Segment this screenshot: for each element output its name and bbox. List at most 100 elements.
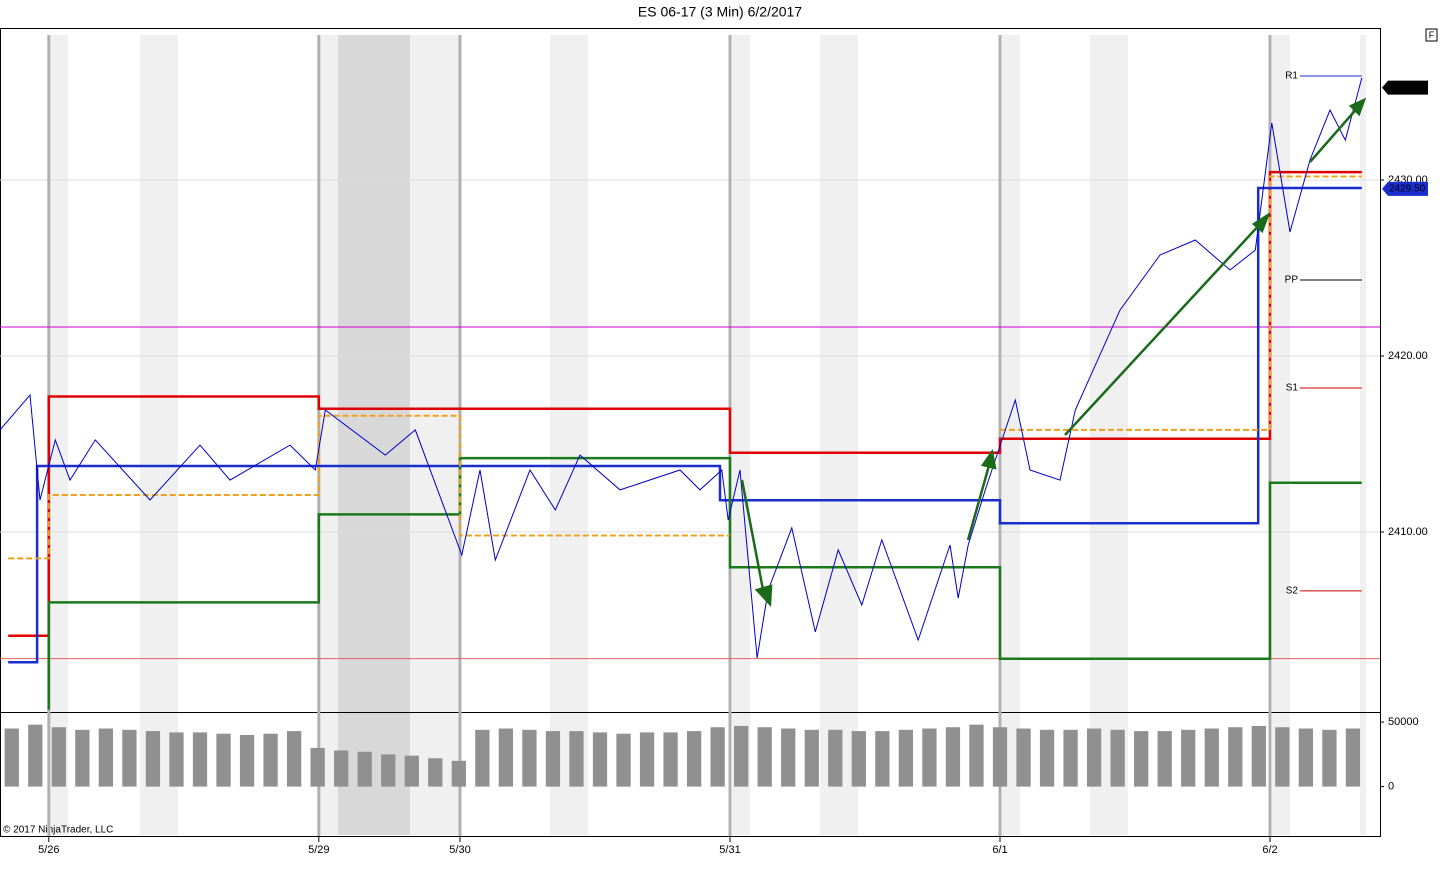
- volume-bar: [169, 732, 184, 787]
- volume-bar: [1134, 731, 1149, 787]
- shade: [1272, 35, 1290, 835]
- volume-bar: [804, 729, 819, 787]
- volume-bar: [545, 731, 561, 787]
- price-tag-label: 2429.50: [1389, 183, 1426, 194]
- volume-bar: [1063, 729, 1078, 787]
- volume-bar: [969, 724, 984, 787]
- volume-bar: [239, 734, 255, 787]
- volume-bar: [639, 732, 655, 787]
- copyright: © 2017 NinjaTrader, LLC: [3, 825, 113, 836]
- x-tick-label: 5/29: [308, 844, 329, 856]
- series-line: [47, 456, 1362, 710]
- volume-bar: [616, 733, 631, 787]
- chart-title: ES 06-17 (3 Min) 6/2/2017: [638, 4, 802, 20]
- y-tick-label: 2410.00: [1388, 526, 1428, 538]
- arrowhead: [980, 448, 997, 470]
- volume-bar: [898, 729, 914, 787]
- volume-bar: [851, 731, 866, 787]
- x-tick-label: 6/1: [992, 844, 1007, 856]
- volume-bar: [1157, 731, 1172, 787]
- arrowhead: [1348, 97, 1367, 117]
- volume-bar: [1110, 729, 1125, 787]
- shade: [550, 35, 588, 835]
- volume-bar: [310, 747, 325, 787]
- shade: [410, 35, 460, 835]
- volume-bar: [992, 727, 1008, 787]
- volume-bar: [1181, 729, 1196, 787]
- volume-bar: [286, 731, 302, 787]
- volume-bar: [663, 732, 678, 787]
- volume-bar: [381, 754, 396, 787]
- corner-label: F: [1429, 30, 1435, 40]
- volume-bar: [498, 728, 514, 787]
- volume-bar: [710, 727, 725, 787]
- volume-panel: [0, 712, 1381, 837]
- volume-bar: [1322, 729, 1337, 787]
- shade: [820, 35, 858, 835]
- arrow: [966, 461, 992, 541]
- shade: [732, 35, 750, 835]
- volume-bar: [522, 729, 537, 787]
- session-shading: [50, 35, 1366, 835]
- price-tag: [1382, 80, 1428, 95]
- shade: [1360, 35, 1366, 835]
- volume-bar: [686, 731, 702, 787]
- volume-bar: [569, 731, 584, 787]
- volume-bar: [122, 729, 137, 787]
- volume-bar: [828, 729, 843, 787]
- shade: [140, 35, 178, 835]
- volume-bar: [216, 733, 231, 787]
- volume-bar: [1204, 728, 1219, 787]
- x-tick-label: 5/30: [449, 844, 470, 856]
- shade: [320, 35, 338, 835]
- volume-bar: [1039, 729, 1055, 787]
- shade: [1002, 35, 1020, 835]
- volume-bar: [922, 728, 937, 787]
- volume-bar: [592, 732, 608, 787]
- volume-bar: [98, 728, 114, 787]
- x-tick-label: 6/2: [1262, 844, 1277, 856]
- volume-bar: [75, 729, 90, 787]
- price-tag: [1382, 181, 1428, 196]
- volume-bar: [51, 727, 66, 787]
- arrow: [1064, 221, 1263, 436]
- arrow: [740, 479, 766, 596]
- x-tick-label: 5/31: [719, 844, 740, 856]
- volume-bar: [451, 760, 466, 787]
- pivot-label: S2: [1286, 586, 1299, 597]
- arrow: [1309, 104, 1361, 163]
- pivot-label: PP: [1285, 275, 1299, 286]
- pivot-label: S1: [1286, 383, 1299, 394]
- volume-bar: [1345, 728, 1361, 787]
- series-line: [8, 170, 1362, 638]
- volume-bar: [1298, 728, 1314, 787]
- series-line: [8, 175, 1362, 560]
- x-tick-label: 5/26: [38, 844, 59, 856]
- volume-bar: [945, 727, 961, 787]
- arrowhead: [754, 584, 773, 608]
- volume-bar: [1251, 725, 1266, 787]
- shade: [50, 35, 68, 835]
- volume-bar: [4, 728, 19, 787]
- volume-bar: [1016, 728, 1031, 787]
- pivot-label: R1: [1285, 71, 1298, 82]
- trend-arrows: [740, 97, 1367, 608]
- volume-bar: [875, 731, 890, 787]
- arrowhead: [1251, 211, 1271, 234]
- volume-bar: [781, 728, 796, 787]
- volume-bar: [1275, 727, 1290, 787]
- volume-tick-label: 50000: [1388, 716, 1419, 728]
- volume-bar: [28, 724, 43, 787]
- price-tag-label: 2435.25: [1389, 82, 1426, 93]
- volume-bar: [145, 731, 161, 787]
- volume-bar: [757, 727, 772, 787]
- volume-bar: [428, 758, 443, 787]
- volume-bar: [1086, 728, 1102, 787]
- volume-bar: [192, 732, 208, 787]
- shade: [1090, 35, 1128, 835]
- volume-bar: [404, 755, 419, 787]
- shade: [338, 35, 410, 835]
- volume-bar: [1228, 727, 1243, 787]
- y-tick-label: 2420.00: [1388, 350, 1428, 362]
